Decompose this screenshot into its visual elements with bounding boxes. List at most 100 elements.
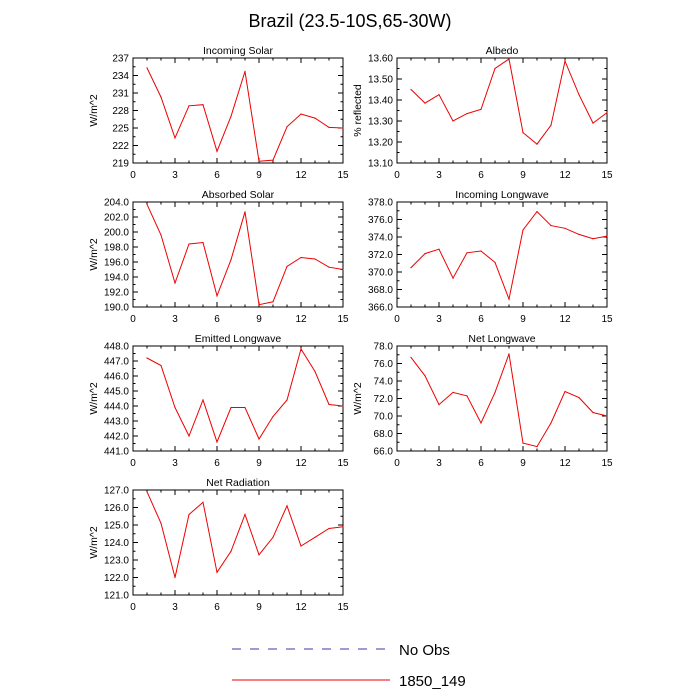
albedo-point — [508, 58, 510, 60]
albedo-point — [592, 122, 594, 124]
albedo-point — [452, 120, 454, 122]
incoming-longwave-xtick-label: 3 — [436, 314, 442, 325]
albedo-point — [438, 94, 440, 96]
emitted-longwave-point — [174, 406, 176, 409]
incoming-solar-point — [230, 115, 232, 117]
incoming-solar-point — [202, 104, 204, 106]
albedo-xtick-label: 0 — [394, 170, 400, 181]
incoming-longwave-xtick-label: 0 — [394, 314, 400, 325]
net-radiation-point — [272, 536, 274, 538]
net-radiation-point — [174, 576, 176, 579]
emitted-longwave-plot-frame — [132, 345, 344, 452]
absorbed-solar-xtick-label: 3 — [172, 314, 178, 325]
albedo-point — [410, 88, 412, 91]
incoming-solar-ytick-label: 234 — [112, 71, 129, 82]
net-longwave-point — [536, 446, 538, 448]
incoming-solar-xtick-label: 0 — [130, 170, 136, 181]
net-longwave-point — [578, 397, 580, 399]
emitted-longwave-xtick-label: 9 — [256, 458, 262, 469]
net-longwave-point — [424, 375, 426, 377]
absorbed-solar-point — [216, 295, 218, 297]
albedo-ytick-label: 13.30 — [368, 117, 393, 128]
incoming-solar-point — [188, 105, 190, 107]
chart-emitted-longwave: Emitted Longwave W/m^2 0 3 6 9 12 15 441.0 442.0 4… — [88, 333, 349, 469]
chart-absorbed-solar: Absorbed Solar W/m^2 0 3 6 9 12 15 190.0 192.0 194… — [88, 189, 349, 325]
net-radiation-xtick-label: 15 — [337, 602, 349, 613]
emitted-longwave-point — [328, 403, 330, 406]
emitted-longwave-point — [202, 399, 204, 401]
emitted-longwave-ylabel: W/m^2 — [88, 382, 100, 415]
absorbed-solar-point — [174, 282, 176, 284]
net-radiation-point — [146, 491, 148, 493]
net-longwave-xtick-label: 15 — [601, 458, 613, 469]
incoming-solar-ytick-label: 222 — [112, 141, 129, 152]
net-radiation-point — [160, 522, 162, 524]
incoming-longwave-point — [592, 238, 594, 240]
emitted-longwave-title: Emitted Longwave — [195, 333, 282, 345]
absorbed-solar-xtick-label: 0 — [130, 314, 136, 325]
incoming-solar-ytick-label: 231 — [112, 89, 129, 100]
net-radiation-series-line — [146, 491, 344, 578]
chart-net-longwave: Net Longwave W/m^2 0 3 6 9 12 15 66.0 68.0 70.0 72.… — [352, 333, 613, 469]
emitted-longwave-point — [244, 406, 246, 409]
net-longwave-point — [550, 422, 552, 424]
net-longwave-xtick-label: 9 — [520, 458, 526, 469]
net-longwave-point — [494, 391, 496, 393]
legend-label-no-obs: No Obs — [399, 642, 450, 659]
incoming-longwave-point — [522, 229, 524, 231]
incoming-longwave-ytick-label: 376.0 — [368, 215, 393, 226]
net-longwave-title: Net Longwave — [468, 333, 535, 345]
chart-grid: Incoming Solar W/m^2 0 3 6 9 12 15 219 222 225 228 2… — [88, 45, 613, 613]
emitted-longwave-point — [342, 405, 344, 407]
net-longwave-ytick-label: 68.0 — [374, 429, 394, 440]
emitted-longwave-ytick-label: 446.0 — [104, 372, 129, 383]
net-radiation-point — [328, 527, 330, 530]
emitted-longwave-ytick-label: 443.0 — [104, 417, 129, 428]
incoming-solar-point — [328, 126, 330, 128]
emitted-longwave-point — [216, 441, 218, 443]
net-longwave-ytick-label: 66.0 — [374, 447, 394, 458]
absorbed-solar-ytick-label: 204.0 — [104, 198, 129, 209]
absorbed-solar-point — [272, 301, 274, 303]
absorbed-solar-series-line — [146, 204, 344, 306]
absorbed-solar-ytick-label: 198.0 — [104, 243, 129, 254]
emitted-longwave-point — [188, 435, 190, 437]
chart-incoming-longwave: Incoming Longwave 0 3 6 9 12 15 366.0 368.0 370.0… — [368, 189, 613, 325]
incoming-longwave-series-line — [410, 210, 608, 301]
net-radiation-ytick-label: 121.0 — [104, 591, 129, 602]
incoming-longwave-xtick-label: 12 — [559, 314, 571, 325]
incoming-solar-point — [160, 96, 162, 98]
net-longwave-xtick-label: 0 — [394, 458, 400, 469]
net-longwave-point — [508, 353, 510, 355]
incoming-longwave-xtick-label: 9 — [520, 314, 526, 325]
incoming-solar-point — [146, 67, 148, 69]
albedo-point — [466, 113, 468, 115]
absorbed-solar-xtick-label: 6 — [214, 314, 220, 325]
net-radiation-ytick-label: 126.0 — [104, 503, 129, 514]
incoming-solar-point — [342, 127, 344, 129]
net-radiation-point — [300, 545, 302, 547]
emitted-longwave-ytick-label: 445.0 — [104, 387, 129, 398]
albedo-point — [606, 112, 608, 114]
incoming-solar-point — [244, 70, 246, 72]
net-radiation-plot-frame — [132, 489, 344, 596]
emitted-longwave-xtick-label: 6 — [214, 458, 220, 469]
absorbed-solar-title: Absorbed Solar — [202, 189, 275, 201]
incoming-solar-ylabel: W/m^2 — [88, 94, 100, 127]
albedo-xtick-label: 12 — [559, 170, 571, 181]
absorbed-solar-point — [244, 211, 246, 213]
incoming-solar-point — [174, 137, 176, 139]
emitted-longwave-point — [314, 370, 316, 373]
incoming-solar-point — [216, 150, 218, 152]
incoming-longwave-ytick-label: 366.0 — [368, 303, 393, 314]
net-radiation-point — [244, 513, 246, 516]
albedo-point — [494, 67, 496, 70]
net-longwave-series-line — [410, 353, 608, 448]
absorbed-solar-point — [300, 256, 302, 259]
net-radiation-xtick-label: 3 — [172, 602, 178, 613]
incoming-longwave-ytick-label: 374.0 — [368, 233, 393, 244]
net-longwave-xtick-label: 6 — [478, 458, 484, 469]
net-radiation-point — [314, 536, 316, 538]
albedo-ytick-label: 13.20 — [368, 138, 393, 149]
chart-incoming-solar: Incoming Solar W/m^2 0 3 6 9 12 15 219 222 225 228 2… — [88, 45, 349, 181]
